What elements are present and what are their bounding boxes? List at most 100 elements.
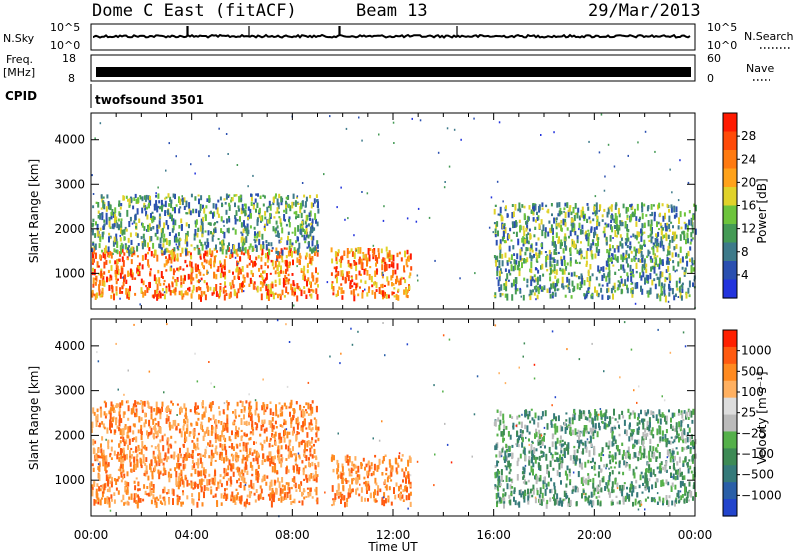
noise-mark <box>473 117 475 120</box>
echo-mark <box>268 451 271 457</box>
echo-mark <box>591 273 594 277</box>
noise-mark <box>91 174 93 177</box>
echo-mark <box>687 499 690 502</box>
echo-mark <box>121 400 124 406</box>
echo-mark <box>251 465 254 471</box>
echo-mark <box>264 216 267 220</box>
echo-mark <box>97 466 100 471</box>
echo-mark <box>100 448 103 454</box>
echo-mark <box>188 250 191 254</box>
echo-mark <box>658 263 661 270</box>
echo-mark <box>509 434 512 440</box>
echo-mark <box>626 232 629 238</box>
echo-mark <box>619 234 622 238</box>
echo-mark <box>394 494 397 500</box>
echo-mark <box>225 193 228 200</box>
echo-mark <box>565 412 568 415</box>
echo-mark <box>570 272 573 277</box>
echo-mark <box>106 464 109 468</box>
echo-mark <box>349 484 351 491</box>
echo-mark <box>672 473 675 480</box>
echo-mark <box>397 494 400 498</box>
echo-mark <box>675 244 678 249</box>
echo-mark <box>635 235 638 239</box>
echo-mark <box>101 216 104 221</box>
echo-mark <box>301 491 303 497</box>
noise-mark <box>242 290 245 293</box>
echo-mark <box>110 499 113 502</box>
echo-mark <box>241 404 244 408</box>
echo-mark <box>520 421 523 429</box>
echo-mark <box>314 213 317 221</box>
echo-mark <box>202 435 205 441</box>
noise-mark <box>122 276 124 279</box>
echo-mark <box>578 414 581 421</box>
echo-mark <box>258 267 260 272</box>
echo-mark <box>605 241 608 246</box>
echo-mark <box>147 287 150 291</box>
echo-mark <box>395 482 398 487</box>
echo-mark <box>197 227 200 232</box>
echo-mark <box>245 464 248 470</box>
echo-mark <box>135 464 138 469</box>
echo-mark <box>197 417 200 421</box>
noise-mark <box>218 127 220 130</box>
echo-mark <box>500 452 503 457</box>
echo-mark <box>261 248 264 255</box>
echo-mark <box>307 493 310 498</box>
echo-mark <box>209 222 212 226</box>
echo-mark <box>163 222 166 229</box>
echo-mark <box>496 433 499 437</box>
echo-mark <box>278 211 280 214</box>
echo-mark <box>174 207 176 214</box>
echo-mark <box>119 212 122 217</box>
echo-mark <box>96 408 99 413</box>
echo-mark <box>235 467 238 471</box>
echo-mark <box>593 206 596 212</box>
echo-mark <box>538 204 541 211</box>
echo-mark <box>611 226 614 233</box>
echo-mark <box>94 293 97 300</box>
echo-mark <box>121 291 124 294</box>
echo-mark <box>403 270 406 273</box>
echo-mark <box>259 244 262 251</box>
echo-mark <box>174 279 177 283</box>
echo-mark <box>501 260 504 267</box>
echo-mark <box>167 209 169 215</box>
echo-mark <box>109 452 112 456</box>
echo-mark <box>191 498 194 504</box>
echo-mark <box>250 197 253 202</box>
echo-mark <box>137 496 140 503</box>
echo-mark <box>121 249 124 253</box>
echo-mark <box>610 287 613 294</box>
echo-mark <box>181 479 184 485</box>
echo-mark <box>402 499 405 502</box>
echo-mark <box>160 228 163 233</box>
echo-mark <box>159 412 162 420</box>
echo-mark <box>306 280 308 287</box>
echo-mark <box>105 470 108 473</box>
echo-mark <box>201 429 204 432</box>
echo-mark <box>598 221 601 227</box>
echo-mark <box>173 251 176 257</box>
echo-mark <box>236 292 239 299</box>
echo-mark <box>130 408 133 414</box>
echo-mark <box>564 268 567 271</box>
echo-mark <box>332 468 335 473</box>
echo-mark <box>532 462 535 468</box>
echo-mark <box>135 408 138 413</box>
noise-mark <box>252 174 254 177</box>
echo-mark <box>282 270 285 274</box>
echo-mark <box>298 242 301 249</box>
echo-mark <box>385 246 388 252</box>
echo-mark <box>571 238 574 241</box>
echo-mark <box>400 458 403 462</box>
echo-mark <box>257 464 260 469</box>
echo-mark <box>263 458 266 463</box>
echo-mark <box>148 202 150 209</box>
echo-mark <box>239 471 242 478</box>
echo-mark <box>337 468 339 472</box>
echo-mark <box>690 410 693 418</box>
echo-mark <box>581 206 584 213</box>
echo-mark <box>303 478 306 481</box>
